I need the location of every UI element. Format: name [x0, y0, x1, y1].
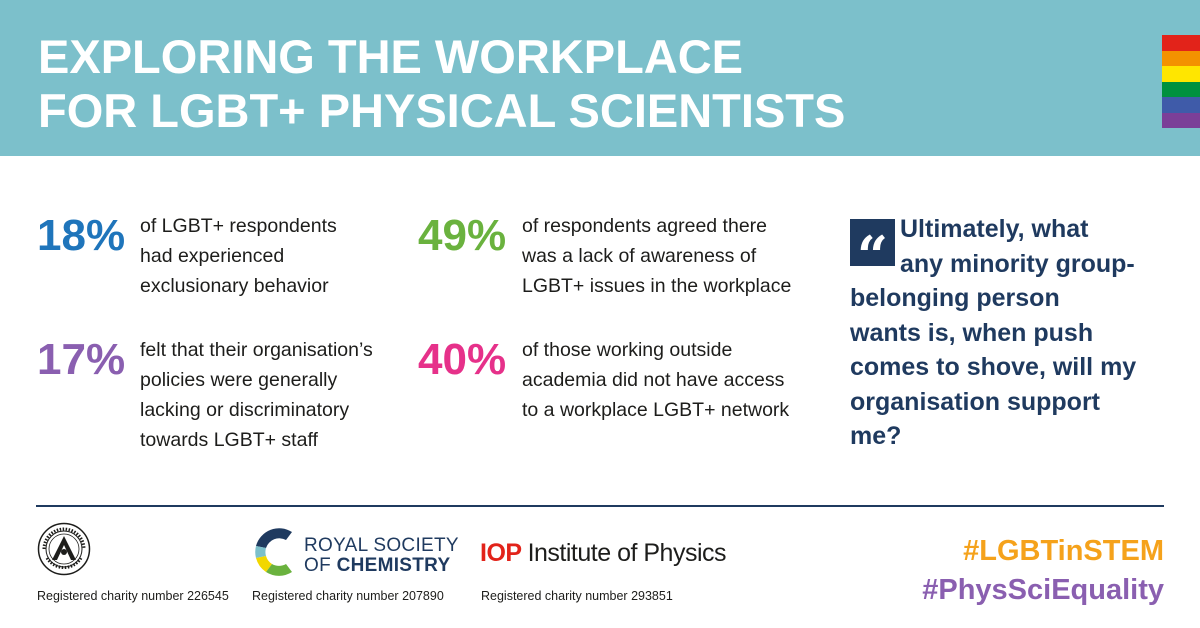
- rsc-name-line1: ROYAL SOCIETY: [304, 535, 459, 556]
- stat-description: felt that their organisation’s policies …: [140, 335, 373, 455]
- stat-percent: 49%: [418, 211, 507, 260]
- rsc-logo-icon: [255, 528, 292, 576]
- ras-charity-number: Registered charity number 226545: [37, 589, 229, 603]
- stat-line: academia did not have access: [522, 369, 785, 391]
- stat-line: towards LGBT+ staff: [140, 429, 318, 451]
- stat-line: lacking or discriminatory: [140, 399, 350, 421]
- stat-line: to a workplace LGBT+ network: [522, 399, 790, 421]
- stat-percent: 17%: [37, 335, 126, 384]
- stat-description: of LGBT+ respondents had experienced exc…: [140, 211, 337, 301]
- header-banner: EXPLORING THE WORKPLACE FOR LGBT+ PHYSIC…: [0, 0, 1200, 156]
- rainbow-stripe: [1162, 97, 1200, 113]
- page-title: EXPLORING THE WORKPLACE FOR LGBT+ PHYSIC…: [38, 30, 845, 138]
- rainbow-stripe: [1162, 35, 1200, 51]
- stat-line: of those working outside: [522, 339, 733, 361]
- stat-line: policies were generally: [140, 369, 338, 391]
- pull-quote: Ultimately, what any minority group- bel…: [850, 212, 1170, 454]
- quote-line: comes to shove, will my: [850, 353, 1137, 381]
- rainbow-stripe: [1162, 81, 1200, 97]
- rsc-charity-number: Registered charity number 207890: [252, 589, 444, 603]
- stat-description: of respondents agreed there was a lack o…: [522, 211, 791, 301]
- stat-line: LGBT+ issues in the workplace: [522, 275, 792, 297]
- title-line-1: EXPLORING THE WORKPLACE: [38, 30, 744, 83]
- stat-line: felt that their organisation’s: [140, 339, 373, 361]
- stat-line: was a lack of awareness of: [522, 245, 757, 267]
- hashtag-lgbtinstem: #LGBTinSTEM: [963, 535, 1164, 567]
- ras-seal-logo: [37, 522, 91, 576]
- quote-line: Ultimately, what: [900, 215, 1089, 243]
- rsc-name-line2: OF CHEMISTRY: [304, 556, 459, 576]
- stat-line: exclusionary behavior: [140, 275, 329, 297]
- quote-line: organisation support: [850, 387, 1100, 416]
- iop-abbrev: IOP: [480, 539, 522, 567]
- quote-line: belonging person: [850, 284, 1060, 312]
- quote-line: any minority group-: [900, 249, 1135, 278]
- rainbow-stripe: [1162, 50, 1200, 66]
- iop-logo: IOP Institute of Physics: [480, 538, 727, 568]
- stat-line: had experienced: [140, 245, 285, 267]
- quote-line: wants is, when push: [850, 318, 1094, 347]
- footer-divider: [36, 505, 1164, 507]
- stat-description: of those working outside academia did no…: [522, 335, 789, 425]
- rainbow-stripe: [1162, 112, 1200, 128]
- quote-line: me?: [850, 422, 902, 450]
- rsc-chemistry: CHEMISTRY: [336, 555, 451, 576]
- stat-line: of LGBT+ respondents: [140, 215, 337, 237]
- rainbow-stripe: [1162, 66, 1200, 82]
- iop-charity-number: Registered charity number 293851: [481, 589, 673, 603]
- hashtag-physsciequality: #PhysSciEquality: [922, 574, 1164, 606]
- title-line-2: FOR LGBT+ PHYSICAL SCIENTISTS: [38, 84, 846, 137]
- quote-mark-icon: “: [850, 219, 895, 266]
- stat-line: of respondents agreed there: [522, 215, 768, 237]
- rsc-of: OF: [304, 555, 337, 576]
- rainbow-flag-icon: [1162, 35, 1200, 128]
- rsc-name: ROYAL SOCIETY OF CHEMISTRY: [304, 536, 459, 576]
- iop-name: Institute of Physics: [527, 539, 727, 567]
- stat-percent: 40%: [418, 335, 507, 384]
- stat-percent: 18%: [37, 211, 126, 260]
